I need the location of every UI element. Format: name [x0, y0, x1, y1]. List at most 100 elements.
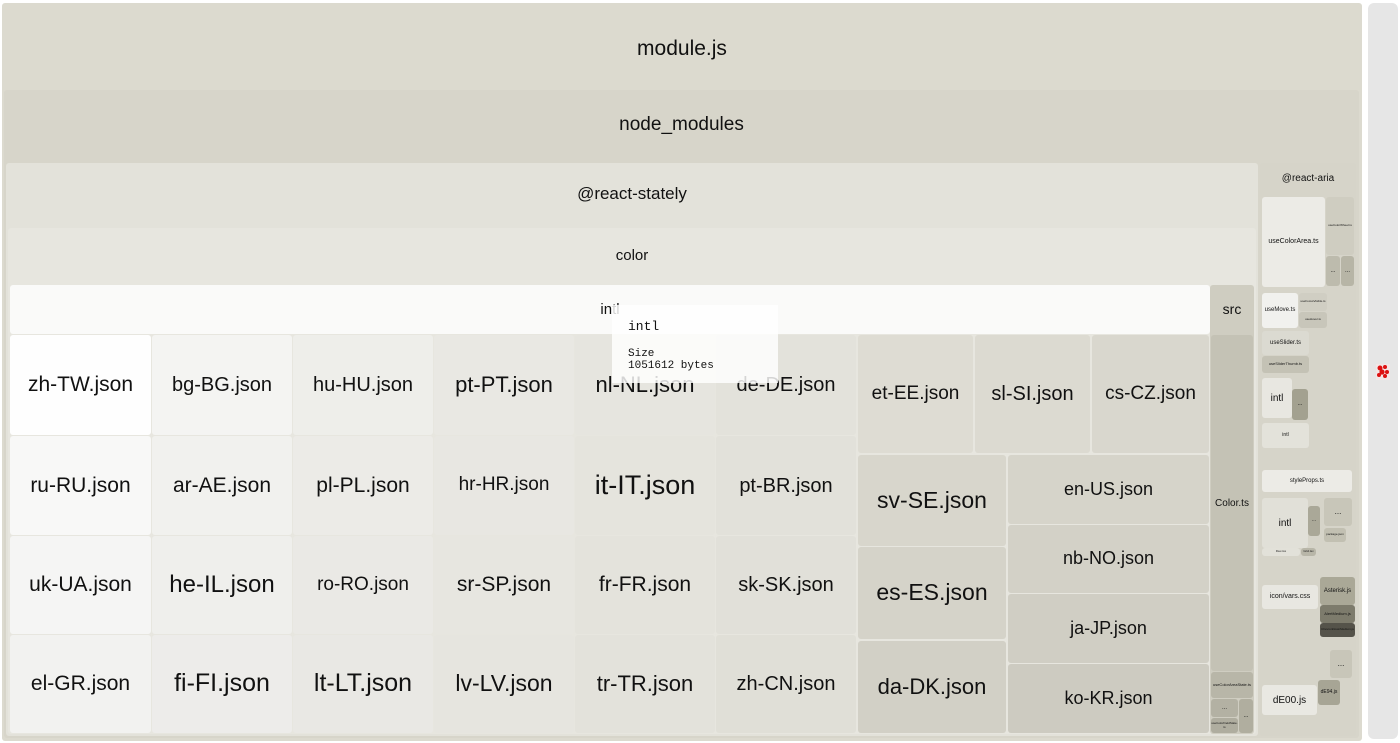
tile-react-aria-file[interactable]: useColorArea.ts	[1262, 197, 1325, 287]
tile-json-file[interactable]: lt-LT.json	[293, 635, 433, 733]
tile-react-aria-file[interactable]: ...	[1324, 498, 1352, 526]
tile-react-aria-file[interactable]: ...	[1341, 256, 1354, 286]
tile-json-file[interactable]: ja-JP.json	[1008, 594, 1209, 663]
tile-ellipsis[interactable]: ...	[1239, 699, 1253, 733]
tile-react-aria-file-label: Flex.tsx	[1275, 549, 1287, 554]
tile-react-aria-file[interactable]: ...	[1308, 506, 1320, 536]
tile-json-file[interactable]: sk-SK.json	[716, 536, 856, 634]
tile-json-file-label: tr-TR.json	[596, 670, 694, 696]
tile-json-file-label: ru-RU.json	[30, 473, 131, 497]
tile-json-file[interactable]: en-US.json	[1008, 455, 1209, 524]
tile-react-aria-file[interactable]: icon/vars.css	[1262, 585, 1318, 609]
tile-json-file-label: cs-CZ.json	[1105, 382, 1196, 404]
tile-json-file[interactable]: nb-NO.json	[1008, 525, 1209, 593]
tile-ellipsis-label: ...	[1243, 712, 1249, 719]
tile-json-file[interactable]: da-DK.json	[858, 641, 1006, 733]
tile-json-file[interactable]: he-IL.json	[152, 536, 292, 634]
sidebar-scrollbar[interactable]	[1368, 3, 1398, 739]
tile-json-file[interactable]: ar-AE.json	[152, 436, 292, 535]
tile-src-label: src	[1222, 301, 1242, 317]
tile-json-file-label: sl-SI.json	[991, 383, 1074, 405]
tile-intl[interactable]: intl	[10, 285, 1210, 334]
tile-react-aria-file-label: ...	[1330, 267, 1336, 274]
tile-react-aria-file-label: intl	[1278, 517, 1292, 529]
tile-react-aria-file[interactable]: AlertMedium.js	[1320, 605, 1355, 623]
tile-json-file[interactable]: fr-FR.json	[575, 536, 715, 634]
tile-react-aria-file[interactable]: intl	[1262, 378, 1292, 418]
tile-json-file[interactable]: fi-FI.json	[152, 635, 292, 733]
tile-react-aria-file[interactable]: package.json	[1324, 528, 1346, 542]
tile-react-aria-file-label: Grid.tsx	[1303, 549, 1314, 554]
tile-json-file[interactable]: lv-LV.json	[434, 635, 574, 733]
tile-json-file-label: hu-HU.json	[312, 374, 414, 396]
tile-react-aria-file[interactable]: useSlider.ts	[1262, 331, 1309, 355]
foamtree-logo-icon	[1376, 364, 1390, 380]
tile-json-file-label: it-IT.json	[594, 469, 696, 500]
tile-react-aria-file[interactable]: useColorWheel.ts	[1326, 197, 1354, 255]
tile-react-aria-file[interactable]: Asterisk.js	[1320, 577, 1355, 605]
tile-module-js-label: module.js	[637, 37, 727, 60]
tile-react-aria-file[interactable]: useHover.ts	[1299, 312, 1327, 328]
tile-json-file[interactable]: es-ES.json	[858, 547, 1006, 639]
tile-json-file[interactable]: el-GR.json	[10, 635, 151, 733]
tile-react-aria-file[interactable]: useMove.ts	[1262, 293, 1298, 328]
tile-react-aria-file[interactable]: Grid.tsx	[1301, 548, 1316, 556]
tile-json-file[interactable]: zh-TW.json	[10, 335, 151, 435]
tile-json-file[interactable]: cs-CZ.json	[1092, 335, 1209, 453]
tile-ellipsis[interactable]: ...	[1211, 699, 1238, 717]
tile-json-file[interactable]: it-IT.json	[575, 436, 715, 535]
tile-use-color-area-state[interactable]: useColorAreaState.ts	[1211, 672, 1253, 698]
tile-react-aria-file-label: dE94.js	[1320, 688, 1338, 695]
tile-json-file[interactable]: sv-SE.json	[858, 455, 1006, 546]
tile-react-stately-label: @react-stately	[577, 184, 687, 203]
tile-react-aria-file[interactable]: Flex.tsx	[1262, 548, 1300, 556]
tile-json-file-label: ar-AE.json	[172, 473, 272, 497]
tile-json-file[interactable]: hu-HU.json	[293, 335, 433, 435]
tile-json-file[interactable]: bg-BG.json	[152, 335, 292, 435]
tile-json-file[interactable]: ru-RU.json	[10, 436, 151, 535]
tile-json-file[interactable]: ko-KR.json	[1008, 664, 1209, 733]
tile-json-file-label: lt-LT.json	[313, 669, 413, 698]
tile-react-aria-file[interactable]: ChevronDownMedium.js	[1320, 623, 1355, 637]
tile-react-aria-file[interactable]: ...	[1330, 650, 1352, 678]
tile-react-aria-file[interactable]: ...	[1292, 389, 1308, 420]
tile-react-aria-file-label: useMove.ts	[1264, 307, 1296, 314]
tile-json-file[interactable]: zh-CN.json	[716, 635, 856, 733]
tile-react-aria-file[interactable]: dE94.js	[1318, 680, 1340, 705]
tile-react-aria-file[interactable]: styleProps.ts	[1262, 470, 1352, 492]
tile-json-file-label: fi-FI.json	[174, 669, 270, 698]
tile-json-file-label: pl-PL.json	[316, 473, 410, 497]
tile-json-file[interactable]: et-EE.json	[858, 335, 973, 453]
tile-json-file[interactable]: hr-HR.json	[434, 436, 574, 535]
tile-react-aria-file-label: useFocusVisible.ts	[1300, 299, 1326, 304]
tile-json-file[interactable]: tr-TR.json	[575, 635, 715, 733]
tooltip-title: intl	[628, 319, 660, 334]
tile-json-file[interactable]: sr-SP.json	[434, 536, 574, 634]
tile-json-file-label: sr-SP.json	[456, 573, 552, 597]
tile-react-aria-file[interactable]: useFocusVisible.ts	[1299, 293, 1327, 311]
tile-json-file[interactable]: pt-PT.json	[434, 335, 574, 435]
tile-json-file-label: da-DK.json	[877, 673, 987, 699]
tile-react-aria-file-label: ...	[1297, 401, 1303, 408]
tile-use-color-field-state[interactable]: useColorFieldState.ts	[1211, 718, 1238, 733]
tile-json-file[interactable]: pt-BR.json	[716, 436, 856, 535]
tile-react-aria-file-label: useColorArea.ts	[1268, 238, 1319, 246]
tile-json-file[interactable]: sl-SI.json	[975, 335, 1090, 453]
tile-react-aria-file-label: ...	[1337, 658, 1345, 668]
tooltip-size-label: Size	[628, 348, 655, 360]
tile-json-file-label: bg-BG.json	[171, 374, 273, 396]
tile-json-file-label: et-EE.json	[871, 382, 960, 404]
tile-react-aria-file[interactable]: ...	[1326, 256, 1340, 286]
tile-react-aria-file-label: useSliderThumb.ts	[1268, 361, 1303, 367]
tile-json-file[interactable]: uk-UA.json	[10, 536, 151, 634]
tile-react-aria-file-label: useHover.ts	[1305, 317, 1321, 322]
tile-react-aria-file[interactable]: intl	[1262, 423, 1309, 448]
tile-react-aria-file-label: intl	[1270, 392, 1284, 404]
tile-color-ts[interactable]: Color.ts	[1211, 335, 1253, 671]
tile-json-file[interactable]: ro-RO.json	[293, 536, 433, 634]
tile-json-file-label: ja-JP.json	[1070, 617, 1147, 638]
tile-react-aria-file[interactable]: useSliderThumb.ts	[1262, 356, 1309, 373]
tile-json-file[interactable]: pl-PL.json	[293, 436, 433, 535]
tile-react-aria-file[interactable]: intl	[1262, 498, 1308, 548]
tile-react-aria-file[interactable]: dE00.js	[1262, 685, 1317, 715]
